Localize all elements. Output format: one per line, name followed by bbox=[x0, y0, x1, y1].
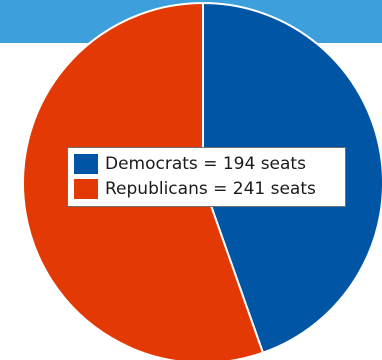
chart-legend: Democrats = 194 seats Republicans = 241 … bbox=[67, 147, 346, 207]
legend-label-democrats: Democrats = 194 seats bbox=[105, 153, 306, 174]
legend-item-republicans: Republicans = 241 seats bbox=[74, 176, 345, 201]
legend-item-democrats: Democrats = 194 seats bbox=[74, 151, 345, 176]
legend-label-republicans: Republicans = 241 seats bbox=[105, 178, 316, 199]
legend-swatch-republicans bbox=[74, 178, 98, 199]
legend-swatch-democrats bbox=[74, 153, 98, 174]
